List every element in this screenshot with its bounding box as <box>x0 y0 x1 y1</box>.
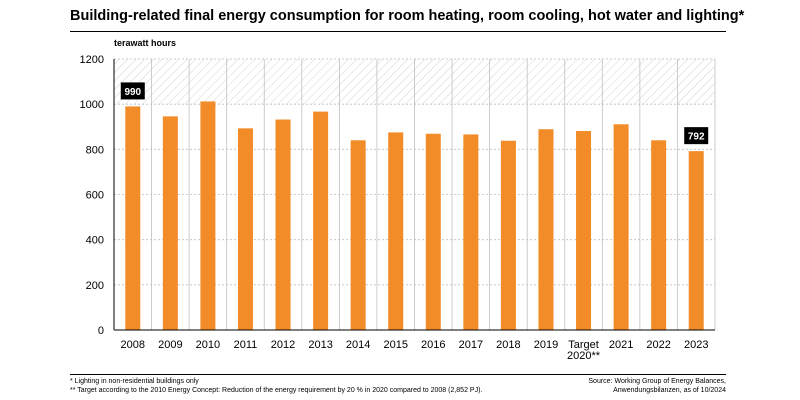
top-rule <box>70 31 726 32</box>
bar-2009 <box>162 116 178 330</box>
x-tick-label: 2011 <box>234 339 258 351</box>
callout-box <box>684 127 709 145</box>
y-tick-label: 400 <box>86 235 104 247</box>
bar-2023 <box>688 151 704 330</box>
data-label: 792 <box>688 132 705 143</box>
footnote-target: ** Target according to the 2010 Energy C… <box>70 387 483 394</box>
x-tick-label: 2012 <box>271 339 295 351</box>
y-tick-label: 600 <box>86 190 104 202</box>
x-tick-label: 2022 <box>646 339 670 351</box>
bar-2012 <box>275 119 291 330</box>
bar-2013 <box>313 111 329 330</box>
y-tick-label: 200 <box>86 280 104 292</box>
callout-box <box>120 82 145 100</box>
x-tick-label: 2016 <box>421 339 445 351</box>
y-tick-label: 1000 <box>80 99 104 111</box>
bar-2021 <box>613 124 629 330</box>
x-tick-label: 2019 <box>534 339 558 351</box>
data-label: 990 <box>124 87 141 98</box>
x-tick-label: 2021 <box>609 339 633 351</box>
x-tick-label: 2020** <box>567 350 601 362</box>
bar-2022 <box>651 140 667 330</box>
x-tick-label: 2017 <box>459 339 483 351</box>
bar-2017 <box>463 134 479 330</box>
bar-2018 <box>500 140 516 330</box>
source-line-1: Source: Working Group of Energy Balances… <box>588 378 726 385</box>
bar-Target 2020** <box>576 131 592 330</box>
x-tick-label: 2008 <box>121 339 145 351</box>
x-tick-label: 2013 <box>308 339 332 351</box>
bar-2008 <box>125 106 141 330</box>
x-tick-label: 2018 <box>496 339 520 351</box>
footer-rule <box>70 374 726 375</box>
x-tick-label: 2023 <box>684 339 708 351</box>
x-tick-label: 2010 <box>196 339 220 351</box>
bar-2016 <box>425 133 441 330</box>
y-tick-label: 800 <box>86 144 104 156</box>
bar-2015 <box>388 132 404 330</box>
y-axis-label: terawatt hours <box>114 38 176 48</box>
bar-2011 <box>237 128 253 330</box>
footnote-lighting: * Lighting in non-residential buildings … <box>70 378 199 385</box>
x-tick-label: Target <box>568 339 599 351</box>
chart-title: Building-related final energy consumptio… <box>70 8 745 24</box>
bar-2010 <box>200 101 216 330</box>
x-tick-label: 2014 <box>346 339 370 351</box>
x-tick-label: 2015 <box>383 339 407 351</box>
source-line-2: Anwendungsbilanzen, as of 10/2024 <box>613 387 726 394</box>
bar-2014 <box>350 140 366 330</box>
y-tick-label: 0 <box>98 325 104 337</box>
x-tick-label: 2009 <box>158 339 182 351</box>
bar-2019 <box>538 129 554 330</box>
y-tick-label: 1200 <box>80 54 104 66</box>
